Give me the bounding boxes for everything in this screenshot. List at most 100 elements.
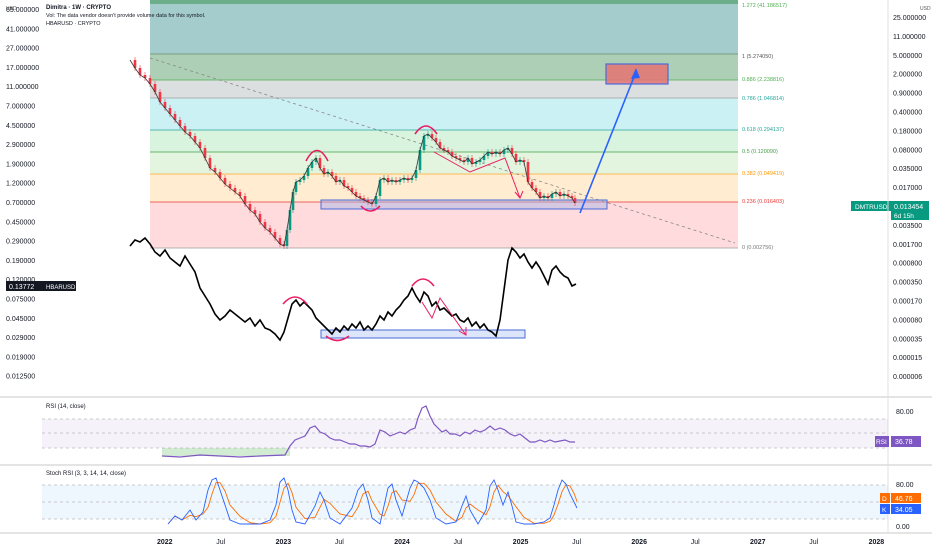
- overlay-symbol: HBARUSD · CRYPTO: [46, 21, 101, 27]
- candle-body: [285, 230, 289, 246]
- candle-body: [168, 108, 172, 114]
- candle-body: [502, 150, 506, 154]
- candle-body: [334, 176, 338, 182]
- candle-body: [538, 192, 542, 198]
- candle-body: [510, 148, 514, 154]
- left-axis-tick: 1.200000: [6, 181, 35, 188]
- left-axis-unit: USD: [6, 6, 17, 12]
- candle-body: [506, 148, 510, 150]
- left-axis-tick: 0.190000: [6, 258, 35, 265]
- candle-body: [518, 160, 522, 162]
- left-axis-tick: 11.000000: [6, 84, 39, 91]
- pattern-arrow-head: [458, 327, 467, 336]
- time-axis[interactable]: 2022 Jul 2023 Jul 2024 Jul 2025 Jul 2026 Jul 2027 J…: [157, 539, 884, 546]
- time-axis-label: Jul: [216, 539, 225, 546]
- candle-body: [133, 60, 137, 68]
- swing-bottom-arc: [360, 205, 381, 212]
- candle-body: [138, 68, 142, 75]
- stoch-k-line: [167, 477, 578, 525]
- candle-body: [362, 198, 366, 200]
- right-axis-tick: 25.000000: [893, 15, 926, 22]
- rsi-pane[interactable]: RSI (14, close) 80.00 RSI 36.78: [42, 404, 921, 458]
- candle-body: [566, 194, 570, 196]
- stoch-d-label: D: [882, 496, 887, 503]
- stoch-title: Stoch RSI (3, 3, 14, 14, close): [46, 471, 126, 477]
- candle-body: [253, 210, 257, 214]
- candle-body: [370, 202, 374, 204]
- candle-body: [406, 178, 410, 180]
- fib-zone-05: [150, 152, 738, 174]
- candle-body: [534, 188, 538, 192]
- target-arrow[interactable]: [579, 68, 640, 214]
- swing-top-arc: [411, 278, 435, 287]
- left-axis-tick: 2.900000: [6, 142, 35, 149]
- candle-body: [173, 114, 177, 120]
- dmtr-countdown: 6d 15h: [894, 213, 914, 220]
- pattern-arrow: [433, 151, 521, 199]
- left-axis-tick: 0.029000: [6, 335, 35, 342]
- candle-body: [562, 194, 566, 196]
- candle-body: [454, 156, 458, 158]
- candle-body: [462, 160, 466, 162]
- swing-annotations: [282, 125, 438, 342]
- candle-body: [570, 196, 574, 198]
- trendline[interactable]: [149, 57, 736, 244]
- candle-body: [390, 180, 394, 182]
- time-axis-label: Jul: [454, 539, 463, 546]
- hbar-badge-value: 0.13772: [9, 284, 34, 291]
- candle-body: [382, 178, 386, 180]
- candle-body: [514, 154, 518, 162]
- candle-body: [248, 204, 252, 210]
- candle-body: [233, 188, 237, 192]
- candle-body: [546, 196, 550, 198]
- fib-top-strip: [150, 0, 738, 4]
- dmtr-last-badge: DMTRUSD 0.013454 6d 15h: [851, 201, 929, 220]
- right-axis-tick: 0.000035: [893, 336, 922, 343]
- time-axis-label: 2023: [276, 539, 292, 546]
- left-axis-tick: 0.120000: [6, 277, 35, 284]
- support-box-hbar[interactable]: [320, 329, 526, 339]
- right-price-axis[interactable]: 25.000000 11.000000 5.000000 2.000000 0.9000…: [893, 15, 926, 381]
- time-axis-label: Jul: [572, 539, 581, 546]
- pattern-arrow: [421, 296, 467, 336]
- candle-body: [203, 148, 207, 158]
- support-box-dmtr[interactable]: [320, 199, 608, 210]
- left-axis-tick: 0.012500: [6, 374, 35, 381]
- candle-body: [446, 150, 450, 152]
- stoch-rsi-pane[interactable]: Stoch RSI (3, 3, 14, 14, close) 80.00 0.…: [42, 471, 921, 531]
- candle-body: [422, 136, 426, 150]
- chart-title: Dimitra · 1W · CRYPTO: [46, 5, 111, 11]
- candle-body: [414, 170, 418, 178]
- left-axis-tick: 0.450000: [6, 219, 35, 226]
- candle-body: [378, 180, 382, 196]
- candle-body: [438, 142, 442, 148]
- dmtr-badge-value: 0.013454: [894, 204, 923, 211]
- candle-body: [228, 184, 232, 188]
- stoch-d-value: 46.76: [895, 496, 913, 503]
- rsi-oversold-fill: [162, 448, 290, 456]
- rsi-badge-label: RSI: [876, 439, 887, 446]
- right-axis-tick: 0.000015: [893, 355, 922, 362]
- candle-body: [208, 158, 212, 168]
- candle-body: [346, 186, 350, 188]
- rsi-tick-80: 80.00: [896, 409, 914, 416]
- rsi-badge-value: 36.78: [895, 439, 913, 446]
- time-axis-label: Jul: [335, 539, 344, 546]
- dmtr-badge-label: DMTRUSD: [855, 204, 888, 211]
- candle-body: [442, 148, 446, 150]
- right-axis-tick: 0.035000: [893, 166, 922, 173]
- dmtr-price-line: [129, 59, 576, 247]
- left-price-axis[interactable]: 65.000000 41.000000 27.000000 17.000000 11.0…: [6, 7, 39, 381]
- candle-body: [398, 180, 402, 182]
- right-axis-tick: 11.000000: [893, 34, 926, 41]
- hbar-badge-label: HBARUSD: [46, 285, 76, 291]
- right-axis-tick: 0.003500: [893, 223, 922, 230]
- time-axis-label: Jul: [691, 539, 700, 546]
- candle-body: [470, 158, 474, 164]
- fib-zone-0382: [150, 174, 738, 202]
- fibonacci-zones: [150, 0, 738, 248]
- left-axis-tick: 17.000000: [6, 65, 39, 72]
- left-axis-tick: 0.045000: [6, 316, 35, 323]
- fib-zone-0618: [150, 130, 738, 152]
